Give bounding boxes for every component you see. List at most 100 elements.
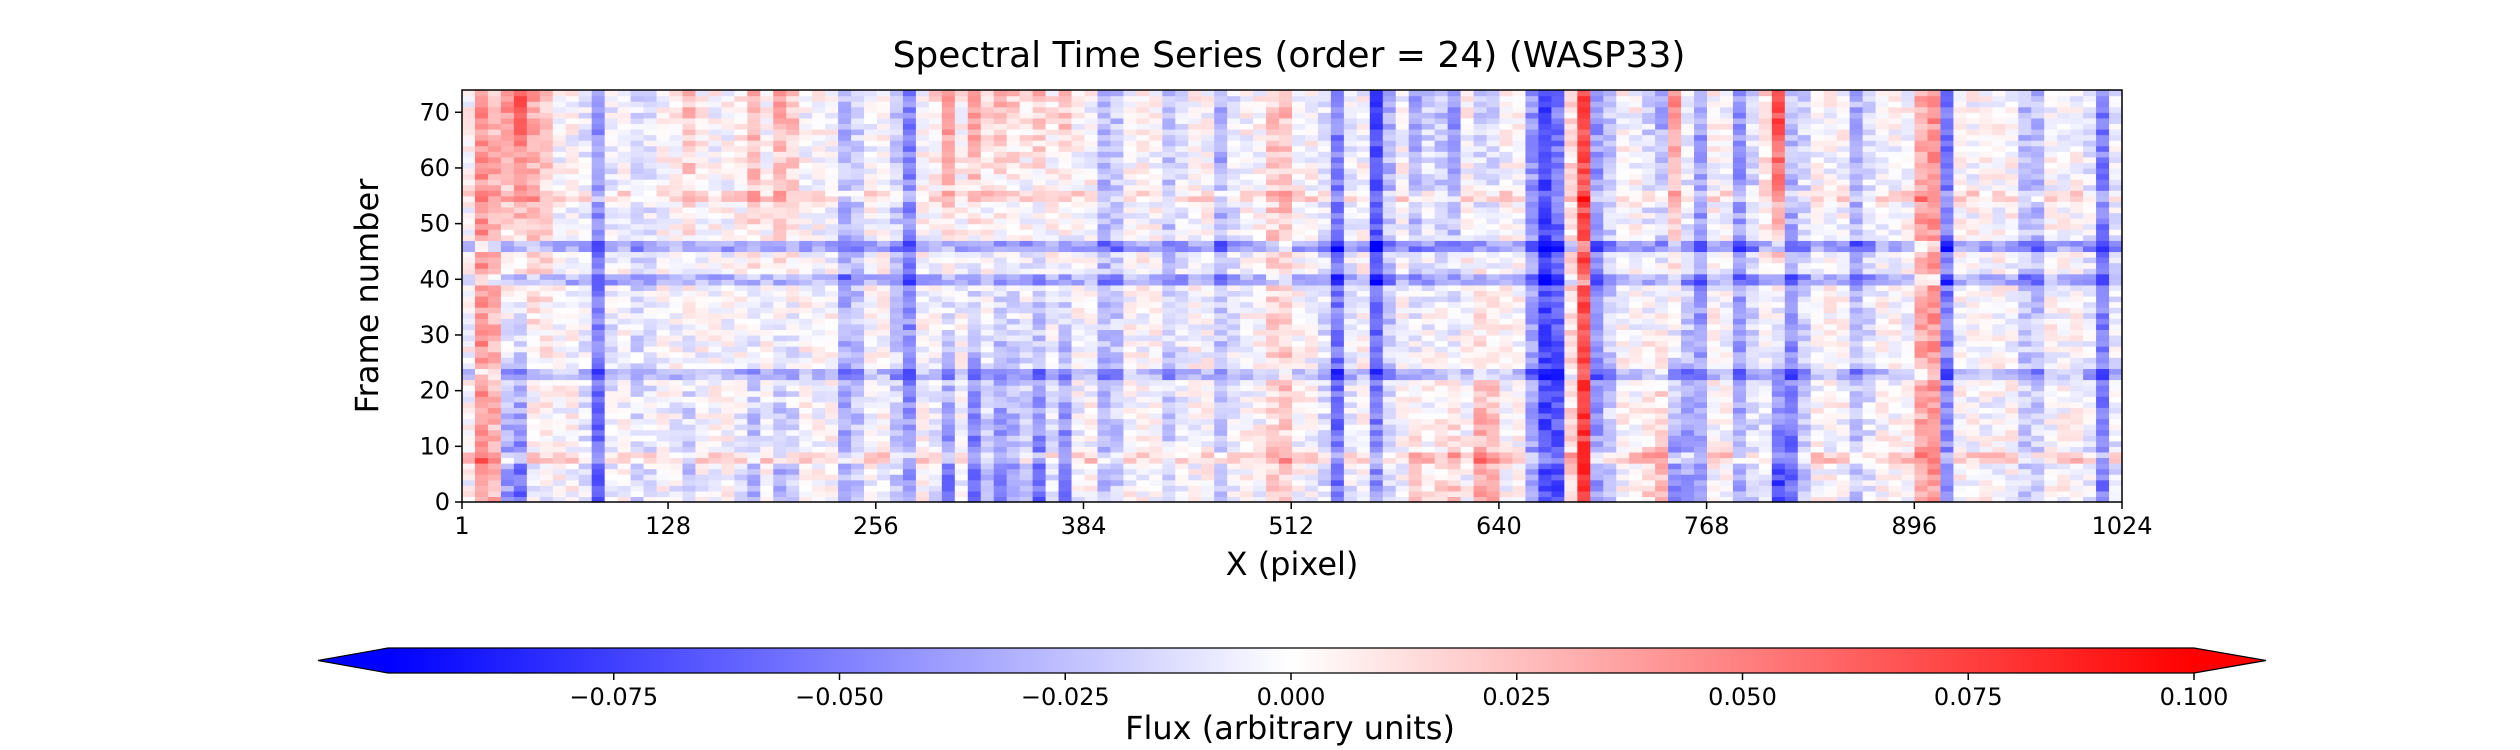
heatmap-cell bbox=[1979, 290, 1993, 297]
heatmap-cell bbox=[1110, 307, 1125, 314]
heatmap-cell bbox=[967, 379, 982, 386]
heatmap-cell bbox=[1927, 435, 1942, 442]
heatmap-cell bbox=[656, 323, 671, 331]
heatmap-cell bbox=[825, 479, 839, 486]
heatmap-cell bbox=[708, 373, 722, 381]
heatmap-cell bbox=[1914, 407, 1929, 414]
heatmap-cell bbox=[1434, 290, 1449, 297]
heatmap-cell bbox=[669, 334, 684, 342]
heatmap-cell bbox=[1123, 424, 1137, 431]
heatmap-cell bbox=[1019, 346, 1034, 353]
heatmap-cell bbox=[500, 396, 515, 403]
heatmap-cell bbox=[915, 362, 930, 369]
heatmap-cell bbox=[1538, 323, 1552, 331]
heatmap-cell bbox=[656, 407, 671, 414]
heatmap-cell bbox=[1616, 468, 1630, 475]
heatmap-cell bbox=[500, 451, 515, 459]
heatmap-cell bbox=[864, 346, 878, 353]
heatmap-cell bbox=[1629, 474, 1643, 481]
heatmap-cell bbox=[2031, 346, 2045, 353]
heatmap-cell bbox=[1914, 346, 1929, 353]
heatmap-cell bbox=[1266, 474, 1280, 481]
heatmap-cell bbox=[1927, 318, 1942, 325]
heatmap-cell bbox=[2109, 485, 2123, 492]
heatmap-cell bbox=[1901, 407, 1916, 414]
heatmap-cell bbox=[2031, 362, 2045, 369]
heatmap-cell bbox=[578, 385, 593, 392]
heatmap-cell bbox=[1084, 468, 1099, 475]
heatmap-cell bbox=[1058, 435, 1073, 442]
heatmap-cell bbox=[838, 418, 852, 425]
heatmap-cell bbox=[1707, 407, 1721, 414]
heatmap-cell bbox=[1655, 323, 1669, 331]
heatmap-cell bbox=[1681, 318, 1695, 325]
heatmap-cell bbox=[1136, 340, 1150, 347]
heatmap-cell bbox=[760, 318, 774, 325]
heatmap-cell bbox=[773, 446, 787, 453]
heatmap-cell bbox=[630, 323, 645, 331]
heatmap-cell bbox=[915, 290, 930, 297]
heatmap-cell bbox=[1214, 346, 1228, 353]
heatmap-cell bbox=[487, 490, 502, 498]
heatmap-cell bbox=[1862, 368, 1877, 375]
heatmap-cell bbox=[1694, 396, 1708, 403]
heatmap-cell bbox=[889, 329, 904, 336]
heatmap-cell bbox=[2109, 284, 2123, 292]
heatmap-cell bbox=[1551, 407, 1565, 414]
heatmap-cell bbox=[1525, 424, 1540, 431]
heatmap-cell bbox=[1603, 334, 1617, 342]
heatmap-cell bbox=[1395, 435, 1410, 442]
heatmap-cell bbox=[1019, 435, 1034, 442]
heatmap-cell bbox=[2057, 385, 2071, 392]
heatmap-cell bbox=[851, 312, 865, 319]
heatmap-cell bbox=[967, 490, 982, 498]
heatmap-cell bbox=[851, 307, 865, 314]
heatmap-cell bbox=[2031, 440, 2045, 447]
heatmap-cell bbox=[1395, 357, 1410, 364]
heatmap-cell bbox=[2057, 457, 2071, 464]
heatmap-cell bbox=[1421, 479, 1436, 486]
heatmap-cell bbox=[1395, 290, 1410, 297]
heatmap-cell bbox=[1707, 496, 1721, 503]
heatmap-cell bbox=[1927, 396, 1942, 403]
heatmap-cell bbox=[1668, 385, 1682, 392]
heatmap-cell bbox=[1655, 468, 1669, 475]
heatmap-cell bbox=[1901, 390, 1916, 397]
heatmap-cell bbox=[604, 446, 619, 453]
heatmap-cell bbox=[2096, 284, 2110, 292]
heatmap-cell bbox=[1771, 346, 1786, 353]
heatmap-cell bbox=[1343, 351, 1358, 358]
heatmap-cell bbox=[1707, 373, 1721, 381]
heatmap-cell bbox=[1421, 346, 1436, 353]
heatmap-cell bbox=[1058, 373, 1073, 381]
heatmap-cell bbox=[552, 301, 567, 308]
heatmap-cell bbox=[812, 296, 826, 303]
heatmap-cell bbox=[2057, 474, 2071, 481]
heatmap-cell bbox=[2057, 396, 2071, 403]
heatmap-cell bbox=[1434, 496, 1449, 503]
heatmap-cell bbox=[1110, 429, 1125, 436]
heatmap-cell bbox=[1901, 451, 1916, 459]
heatmap-cell bbox=[1240, 379, 1254, 386]
heatmap-cell bbox=[1253, 334, 1267, 342]
heatmap-cell bbox=[1616, 424, 1630, 431]
heatmap-cell bbox=[1045, 390, 1060, 397]
heatmap-cell bbox=[812, 379, 826, 386]
heatmap-cell bbox=[500, 329, 515, 336]
heatmap-cell bbox=[2005, 424, 2019, 431]
heatmap-cell bbox=[889, 373, 904, 381]
heatmap-cell bbox=[1603, 284, 1617, 292]
heatmap-cell bbox=[617, 412, 632, 420]
heatmap-cell bbox=[1499, 334, 1514, 342]
heatmap-cell bbox=[1927, 368, 1942, 375]
heatmap-cell bbox=[565, 446, 580, 453]
heatmap-cell bbox=[1006, 412, 1021, 420]
heatmap-cell bbox=[2109, 346, 2123, 353]
heatmap-cell bbox=[1875, 296, 1890, 303]
heatmap-cell bbox=[526, 474, 541, 481]
heatmap-cell bbox=[1006, 396, 1021, 403]
heatmap-cell bbox=[604, 307, 619, 314]
heatmap-cell bbox=[1149, 412, 1163, 420]
heatmap-cell bbox=[812, 407, 826, 414]
heatmap-cell bbox=[1227, 379, 1241, 386]
